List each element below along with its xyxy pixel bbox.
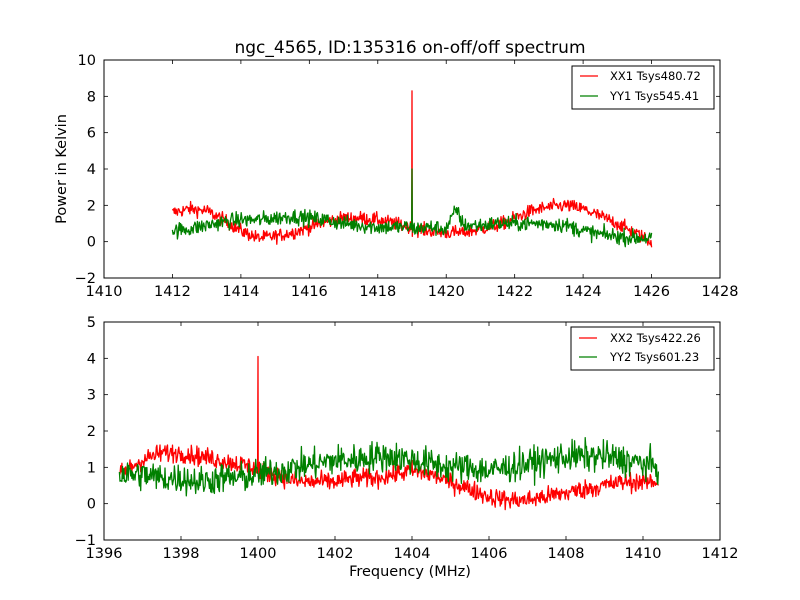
x-tick-label: 1410 [625, 546, 662, 562]
legend-label-yy1: YY1 Tsys545.41 [609, 89, 699, 103]
x-tick-label: 1414 [222, 284, 259, 300]
y-tick-label: 4 [87, 351, 96, 367]
y-tick-label: 3 [87, 388, 96, 404]
x-tick-label: 1398 [163, 546, 200, 562]
top-legend: XX1 Tsys480.72 YY1 Tsys545.41 [571, 65, 715, 110]
x-tick-label: 1402 [317, 546, 354, 562]
top-axes: 1410 1412 1414 1416 1418 1420 1422 1424 1426 1428… [75, 53, 739, 300]
x-tick-label: 1428 [702, 284, 739, 300]
x-tick-label: 1422 [496, 284, 533, 300]
x-tick-label: 1396 [86, 546, 123, 562]
bottom-panel: Frequency (MHz) 1396 1398 1400 1402 1404 1406… [75, 315, 739, 580]
top-panel: ngc_4565, ID:135316 on-off/off spectrum … [54, 38, 738, 300]
x-tick-label: 1420 [428, 284, 465, 300]
y-tick-label: 2 [87, 424, 96, 440]
chart-title: ngc_4565, ID:135316 on-off/off spectrum [234, 38, 585, 58]
bottom-axes: 1396 1398 1400 1402 1404 1406 1408 1410 1412 −1 0 1… [75, 315, 739, 562]
x-tick-label: 1410 [86, 284, 123, 300]
legend-label-xx2: XX2 Tsys422.26 [610, 331, 701, 345]
y-tick-label: 2 [87, 198, 96, 214]
y-tick-label: 0 [87, 235, 96, 251]
series-line-xx2 [119, 355, 659, 511]
x-tick-label: 1412 [702, 546, 739, 562]
x-tick-label: 1424 [565, 284, 602, 300]
legend-label-xx1: XX1 Tsys480.72 [610, 69, 701, 83]
y-tick-label: 1 [87, 460, 96, 476]
y-tick-label: 10 [78, 53, 96, 69]
y-tick-label: 8 [87, 89, 96, 105]
x-tick-label: 1418 [359, 284, 396, 300]
series-line-yy2 [118, 437, 660, 497]
x-tick-label: 1412 [154, 284, 191, 300]
x-tick-label: 1408 [548, 546, 585, 562]
x-tick-label: 1404 [394, 546, 431, 562]
y-tick-label: −2 [75, 271, 96, 287]
y-tick-label: 6 [87, 126, 96, 142]
legend-box [570, 326, 715, 371]
x-axis-label: Frequency (MHz) [349, 564, 471, 580]
series-line-xx1 [171, 90, 653, 248]
legend-label-yy2: YY2 Tsys601.23 [609, 350, 699, 364]
y-tick-label: 0 [87, 497, 96, 513]
bottom-series-group [118, 355, 660, 511]
series-line-yy1 [171, 168, 653, 248]
top-series-group [171, 90, 653, 248]
x-tick-label: 1426 [633, 284, 670, 300]
legend-box [571, 65, 715, 110]
x-tick-label: 1406 [471, 546, 508, 562]
y-tick-label: −1 [75, 533, 96, 549]
x-tick-label: 1416 [291, 284, 328, 300]
bottom-legend: XX2 Tsys422.26 YY2 Tsys601.23 [570, 326, 715, 371]
y-axis-label: Power in Kelvin [54, 114, 70, 224]
y-tick-label: 5 [87, 315, 96, 331]
y-tick-label: 4 [87, 162, 96, 178]
x-tick-label: 1400 [240, 546, 277, 562]
